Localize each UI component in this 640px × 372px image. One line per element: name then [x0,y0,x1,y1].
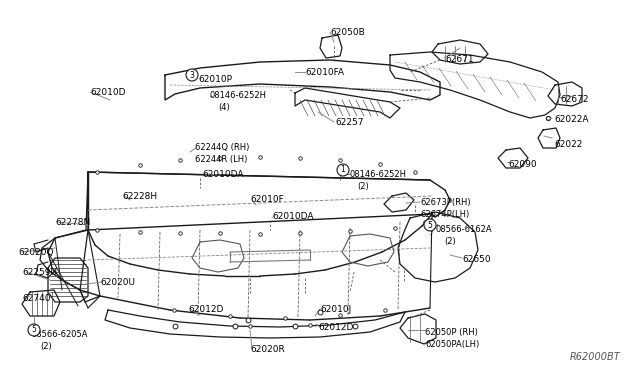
Text: 62050PA(LH): 62050PA(LH) [425,340,479,349]
Text: 5: 5 [31,326,36,334]
Text: 62010DA: 62010DA [202,170,243,179]
Text: 3: 3 [189,71,195,80]
Text: (2): (2) [40,342,52,351]
Text: (2): (2) [444,237,456,246]
Text: 62010P: 62010P [198,75,232,84]
Text: 08146-6252H: 08146-6252H [210,91,267,100]
Text: 62244Q (RH): 62244Q (RH) [195,143,250,152]
Text: 62010FA: 62010FA [305,68,344,77]
Text: 1: 1 [340,166,346,174]
Text: 62022A: 62022A [554,115,589,124]
Text: 62010F: 62010F [250,195,284,204]
Text: 62244R (LH): 62244R (LH) [195,155,248,164]
Text: R62000BT: R62000BT [569,352,620,362]
Text: 62050B: 62050B [330,28,365,37]
Text: 62020Q: 62020Q [18,248,54,257]
Text: 62740: 62740 [22,294,51,303]
Text: 62020U: 62020U [100,278,135,287]
Text: 62010J: 62010J [320,305,351,314]
Circle shape [28,324,40,336]
Text: 62674P(LH): 62674P(LH) [420,210,469,219]
Text: 62259U: 62259U [22,268,57,277]
Text: 62050P (RH): 62050P (RH) [425,328,478,337]
Text: 62673P(RH): 62673P(RH) [420,198,470,207]
Text: 62022: 62022 [554,140,582,149]
Text: 62012D: 62012D [188,305,223,314]
Text: 62672: 62672 [560,95,589,104]
Circle shape [186,69,198,81]
Text: (2): (2) [357,182,369,191]
Text: 62278N: 62278N [55,218,90,227]
Text: 62010DA: 62010DA [272,212,314,221]
Text: 08146-6252H: 08146-6252H [349,170,406,179]
Circle shape [337,164,349,176]
Text: (4): (4) [218,103,230,112]
Text: 62012D: 62012D [318,323,353,332]
Text: 5: 5 [428,221,433,230]
Text: 08566-6162A: 08566-6162A [436,225,493,234]
Text: 62650: 62650 [462,255,491,264]
Text: 62671: 62671 [445,55,474,64]
Text: 62257: 62257 [335,118,364,127]
Text: 62020R: 62020R [250,345,285,354]
Text: 62228H: 62228H [122,192,157,201]
Text: 62010D: 62010D [90,88,125,97]
Text: 62090: 62090 [508,160,536,169]
Circle shape [424,219,436,231]
Text: 08566-6205A: 08566-6205A [32,330,88,339]
